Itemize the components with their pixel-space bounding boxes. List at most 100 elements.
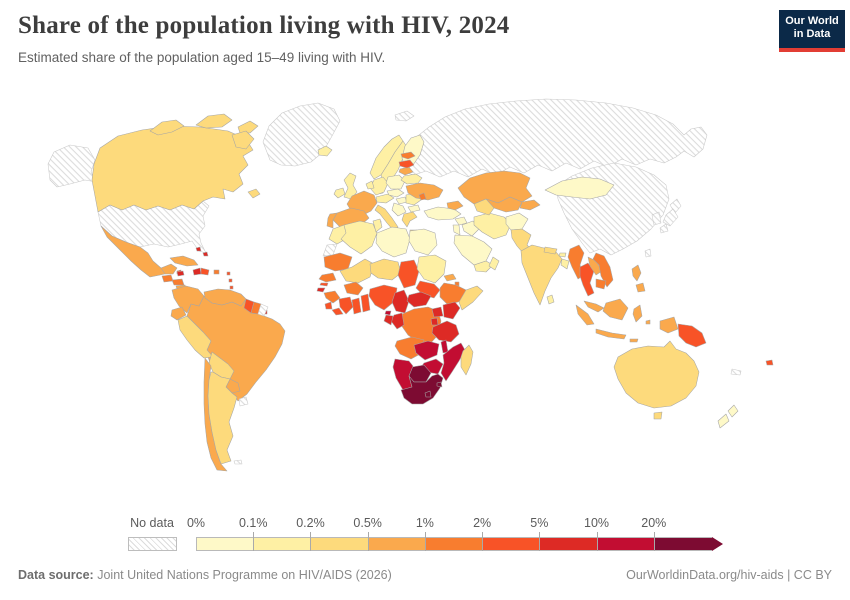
country-eritrea[interactable] [443,273,457,282]
country-zambia[interactable] [413,340,440,361]
legend-bin[interactable] [254,538,312,550]
country-chad[interactable] [397,259,420,289]
country-new-zealand-north[interactable] [727,404,739,418]
country-sierra-leone[interactable] [324,301,333,310]
country-estonia[interactable] [400,151,416,160]
country-switzerland-austria[interactable] [375,193,395,204]
legend-bin[interactable] [425,538,484,550]
country-japan[interactable] [659,223,669,234]
country-indonesia-sumatra[interactable] [575,304,595,326]
country-malaysia[interactable] [583,300,605,313]
legend-color-bar[interactable] [196,537,712,551]
country-bulgaria[interactable] [407,204,421,213]
country-indonesia-java[interactable] [595,328,627,340]
country-latvia[interactable] [398,159,415,169]
country-mexico-yucatan[interactable] [160,263,178,275]
country-burkina-faso[interactable] [343,281,364,296]
country-india[interactable] [520,244,563,306]
country-canada-baffin[interactable] [231,130,255,150]
country-venezuela[interactable] [203,288,247,307]
country-cuba[interactable] [169,255,199,267]
country-peru[interactable] [177,315,214,359]
country-libya[interactable] [375,226,411,258]
country-taiwan[interactable] [644,248,652,258]
country-eswatini[interactable] [436,381,443,388]
country-french-guiana[interactable] [257,303,269,317]
country-canada[interactable] [91,125,254,213]
country-indonesia-lesser-sunda[interactable] [629,338,639,343]
country-saudi-arabia[interactable] [453,234,493,266]
country-guatemala[interactable] [161,274,174,283]
country-lesser-antilles[interactable] [228,278,233,283]
country-bhutan[interactable] [558,252,567,258]
legend-bin[interactable] [597,538,655,550]
country-uruguay[interactable] [238,396,249,407]
country-haiti[interactable] [192,267,202,276]
country-portugal[interactable] [326,212,338,229]
country-argentina[interactable] [207,371,238,465]
country-guinea[interactable] [323,290,341,304]
country-bahamas[interactable] [202,251,209,257]
country-benelux[interactable] [365,180,375,190]
country-ghana[interactable] [351,297,362,315]
owid-logo[interactable]: Our World in Data [779,10,845,52]
country-balkans[interactable] [391,202,407,217]
country-lesser-antilles[interactable] [226,271,231,276]
country-philippines[interactable] [631,264,642,282]
country-togo-benin[interactable] [360,293,371,313]
legend-bin[interactable] [540,538,598,550]
country-czech-slovakia[interactable] [386,188,405,198]
country-south-africa[interactable] [400,373,444,405]
country-gabon[interactable] [383,314,394,326]
country-canada-newfoundland[interactable] [247,188,261,199]
country-nigeria[interactable] [368,284,398,311]
country-turkmenistan[interactable] [473,198,495,216]
country-lesser-antilles[interactable] [229,285,234,290]
country-madagascar[interactable] [460,344,474,376]
country-papua-new-guinea[interactable] [677,323,707,348]
country-puerto-rico[interactable] [213,269,220,275]
country-belarus[interactable] [400,173,423,185]
country-indonesia-borneo[interactable] [602,298,629,321]
country-uganda[interactable] [431,306,444,318]
country-algeria[interactable] [340,220,378,255]
country-central-asia[interactable] [485,196,523,213]
footer-link[interactable]: OurWorldinData.org/hiv-aids [626,568,784,582]
country-svalbard[interactable] [394,110,415,122]
country-greenland[interactable] [262,102,341,167]
country-moldova[interactable] [418,192,427,201]
country-russia[interactable] [403,98,708,178]
country-egypt[interactable] [408,228,438,256]
country-china[interactable] [555,162,670,256]
legend-bin[interactable] [311,538,369,550]
country-australia-tasmania[interactable] [653,411,663,420]
country-sudan[interactable] [416,254,447,284]
country-caucasus[interactable] [446,200,464,211]
country-liberia[interactable] [331,307,344,316]
country-uk[interactable] [343,172,358,200]
country-falklands[interactable] [233,459,243,465]
country-bangladesh[interactable] [560,258,570,270]
country-kenya[interactable] [442,301,461,320]
country-bahamas[interactable] [195,246,202,252]
country-cote-divoire[interactable] [338,296,354,315]
country-poland[interactable] [385,174,406,190]
country-tanzania[interactable] [431,320,460,343]
legend-bin[interactable] [197,538,255,550]
country-ukraine[interactable] [405,182,444,201]
country-usa[interactable] [97,200,210,254]
footer-license[interactable]: CC BY [793,568,832,582]
country-israel-jordan[interactable] [452,224,461,236]
country-canada-island[interactable] [237,120,259,134]
country-cambodia[interactable] [595,278,607,290]
country-guinea-bissau[interactable] [316,287,326,293]
country-yemen[interactable] [473,260,494,273]
country-colombia[interactable] [171,285,205,314]
country-rwanda-burundi[interactable] [430,317,439,326]
country-sri-lanka[interactable] [546,294,555,305]
country-lesotho[interactable] [424,390,432,398]
country-japan[interactable] [662,208,679,227]
country-korea[interactable] [651,211,662,226]
country-iceland[interactable] [317,145,333,157]
country-indonesia-sulawesi[interactable] [632,304,643,323]
